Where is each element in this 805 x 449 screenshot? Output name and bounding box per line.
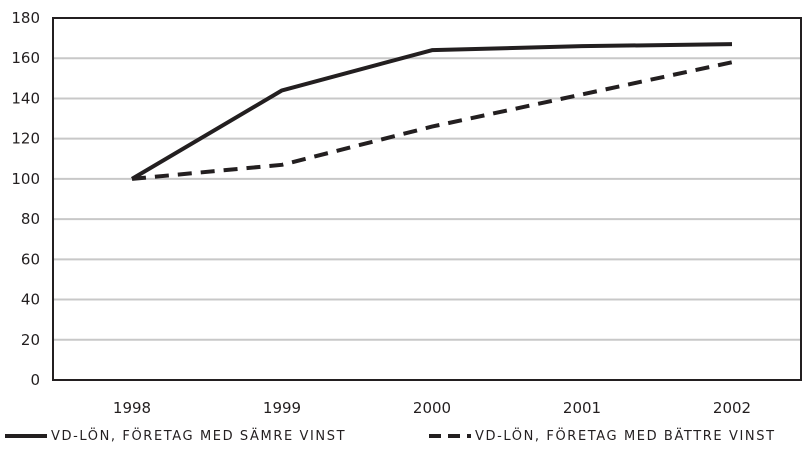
y-tick-label: 0 — [30, 371, 40, 389]
gridlines — [53, 57, 801, 341]
line-chart: 0 20 40 60 80 100 120 140 160 180 1998 1999 2000 200… — [11, 9, 802, 417]
legend-swatch-solid — [5, 434, 47, 438]
y-tick-label: 60 — [21, 250, 40, 268]
series-lines — [130, 42, 733, 181]
legend-swatch-dashed — [429, 434, 471, 438]
series-line-2 — [131, 60, 733, 181]
x-tick-label: 1999 — [263, 399, 301, 417]
legend-label-series-2: VD-LÖN, FÖRETAG MED BÄTTRE VINST — [475, 428, 776, 444]
y-tick-label: 100 — [11, 170, 40, 188]
legend-item-series-2: VD-LÖN, FÖRETAG MED BÄTTRE VINST — [428, 425, 776, 447]
legend-label-series-1: VD-LÖN, FÖRETAG MED SÄMRE VINST — [51, 428, 347, 444]
y-tick-label: 120 — [11, 130, 40, 148]
x-tick-label: 2002 — [713, 399, 751, 417]
y-tick-label: 140 — [11, 89, 40, 107]
y-tick-label: 160 — [11, 49, 40, 67]
y-tick-label: 180 — [11, 9, 40, 27]
series-line-1 — [130, 42, 733, 181]
y-tick-label: 80 — [21, 210, 40, 228]
plot-frame — [52, 17, 802, 381]
x-axis-tick-labels: 1998 1999 2000 2001 2002 — [113, 399, 751, 417]
y-axis-tick-labels: 0 20 40 60 80 100 120 140 160 180 — [11, 9, 40, 389]
x-tick-label: 2000 — [413, 399, 451, 417]
x-tick-label: 2001 — [563, 399, 601, 417]
legend-item-series-1: VD-LÖN, FÖRETAG MED SÄMRE VINST — [4, 425, 346, 447]
x-tick-label: 1998 — [113, 399, 151, 417]
y-tick-label: 40 — [21, 291, 40, 309]
y-tick-label: 20 — [21, 331, 40, 349]
